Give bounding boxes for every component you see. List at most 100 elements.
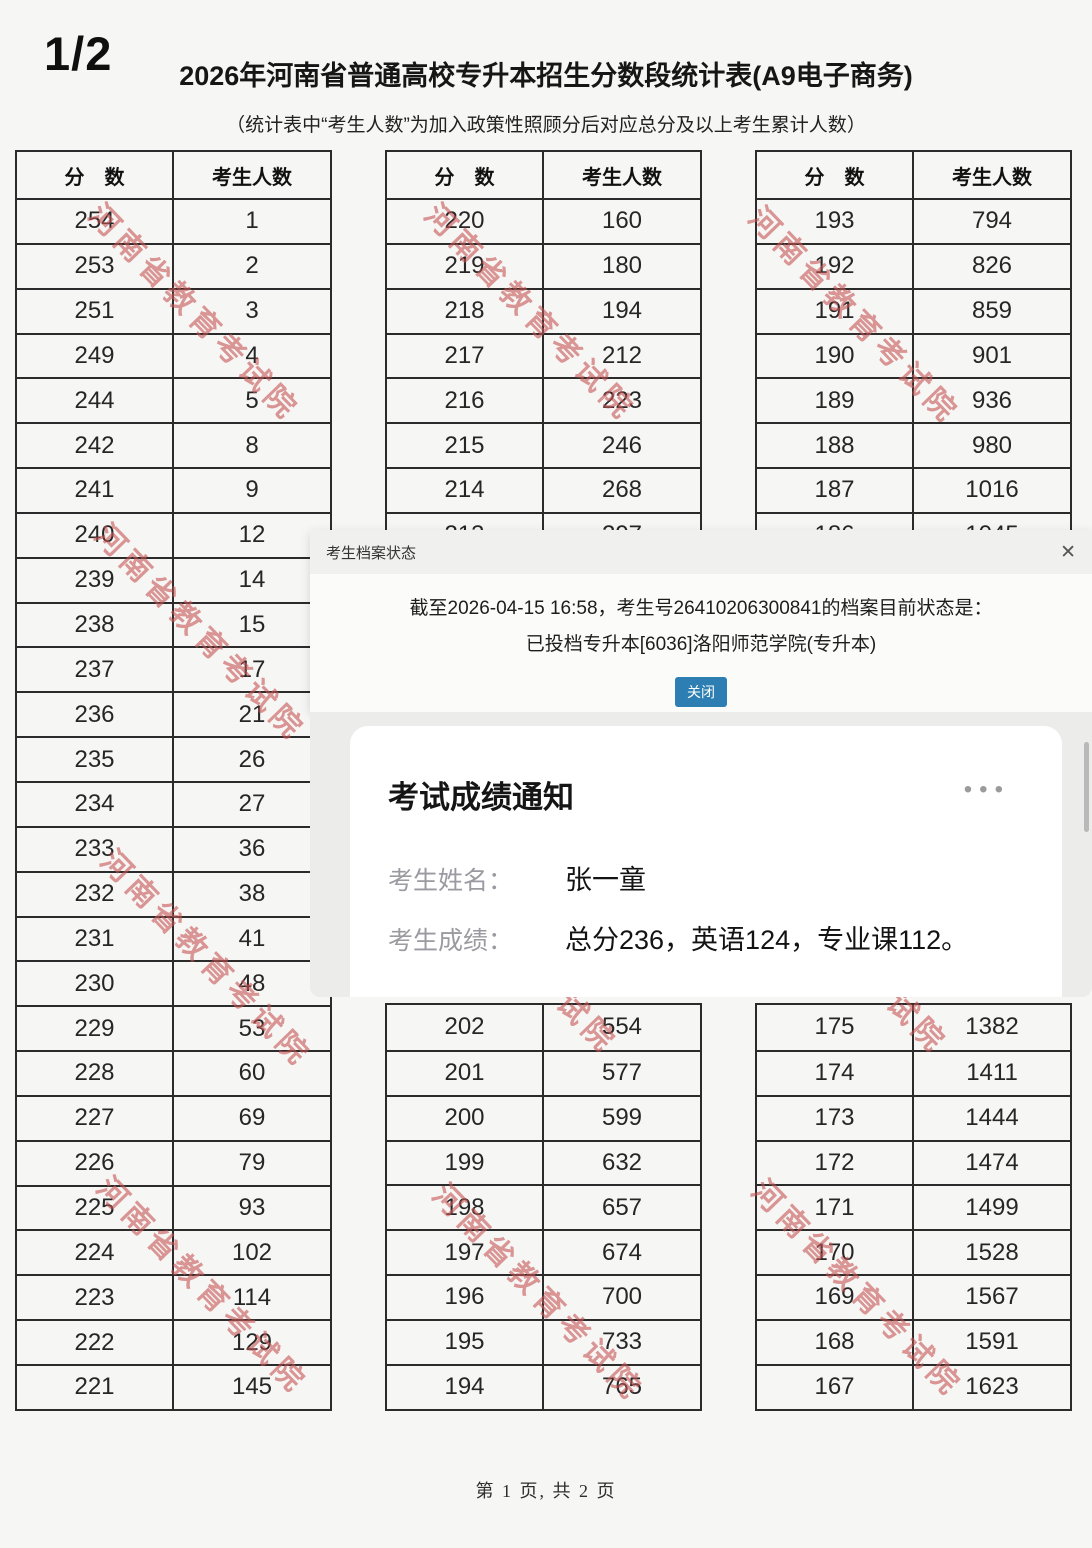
score-cell: 241 [17,469,174,512]
count-cell: 60 [238,1059,266,1087]
count-cell: 1474 [965,1148,1019,1176]
score-cell: 217 [387,334,544,378]
count-cell: 41 [238,924,266,952]
table-row: 200 599 [387,1094,700,1140]
count-cell: 48 [238,969,266,997]
page-subtitle: （统计表中“考生人数”为加入政策性照顾分后对应总分及以上考生累计人数） [226,115,866,136]
count-cell: 826 [971,252,1013,280]
count-cell: 1016 [965,476,1019,504]
table-row: 218 194 [387,287,700,333]
score-cell: 170 [757,1231,914,1275]
score-table-middle-bottom: 202 554 201 577 200 599 199 632 198 657 197 674 196 7… [385,1003,702,1411]
score-cell: 173 [757,1096,914,1140]
more-options-icon[interactable]: ••• [963,776,1010,803]
score-cell: 193 [757,200,914,243]
table-row: 197 674 [387,1229,700,1275]
count-cell: 145 [231,1373,273,1401]
score-cell: 251 [17,289,174,333]
count-cell: 21 [238,700,266,728]
score-cell: 224 [17,1231,174,1275]
count-cell: 1591 [965,1328,1019,1356]
candidate-score-value: 总分236，英语124，专业课112。 [565,925,969,955]
count-cell: 26 [238,745,266,773]
score-cell: 253 [17,244,174,288]
score-cell: 175 [757,1005,914,1050]
score-cell: 238 [17,603,174,647]
table-row: 220 160 [387,198,700,243]
score-cell: 214 [387,469,544,512]
score-cell: 197 [387,1231,544,1275]
count-cell: 129 [231,1328,273,1356]
score-cell: 171 [757,1186,914,1230]
score-cell: 216 [387,379,544,423]
count-cell: 3 [245,297,259,325]
archive-status-line2: 已投档专升本[6036]洛阳师范学院(专升本) [525,634,877,655]
count-cell: 1623 [965,1373,1019,1401]
score-cell: 195 [387,1320,544,1364]
count-cell: 93 [238,1193,266,1221]
table-row: 170 1528 [757,1229,1070,1275]
table-row: 169 1567 [757,1274,1070,1319]
table-row: 240 12 [17,511,330,557]
close-button[interactable]: 关闭 [675,677,727,707]
table-header-row: 分 数 考生人数 [387,152,700,198]
table-row: 214 268 [387,467,700,512]
table-row: 239 14 [17,556,330,602]
table-row: 251 3 [17,287,330,333]
page-indicator: 1/2 [44,27,113,80]
score-cell: 239 [17,558,174,602]
table-row: 222 129 [17,1319,330,1364]
score-cell: 233 [17,827,174,871]
table-row: 174 1411 [757,1049,1070,1095]
archive-status-dialog: 考生档案状态 ✕ 截至2026-04-15 16:58，考生号264102063… [310,530,1092,712]
score-cell: 221 [17,1365,174,1409]
score-cell: 240 [17,513,174,557]
scrollbar-thumb[interactable] [1084,742,1089,832]
score-cell: 194 [387,1365,544,1409]
table-row: 191 859 [757,287,1070,333]
score-cell: 167 [757,1365,914,1409]
score-cell: 189 [757,379,914,423]
table-row: 192 826 [757,242,1070,288]
count-cell: 733 [601,1328,643,1356]
score-cell: 225 [17,1186,174,1230]
table-row: 201 577 [387,1049,700,1095]
count-cell: 765 [601,1373,643,1401]
table-row: 242 8 [17,422,330,468]
count-cell: 859 [971,297,1013,325]
score-cell: 234 [17,782,174,826]
table-row: 198 657 [387,1184,700,1230]
table-row: 216 223 [387,377,700,423]
score-cell: 198 [387,1186,544,1230]
archive-status-line1: 截至2026-04-15 16:58，考生号26410206300841的档案目… [409,598,993,619]
table-row: 229 53 [17,1005,330,1051]
close-icon[interactable]: ✕ [1060,541,1076,563]
count-cell: 901 [971,341,1013,369]
count-cell: 223 [601,386,643,414]
table-row: 167 1623 [757,1363,1070,1409]
count-cell: 69 [238,1104,266,1132]
count-cell: 2 [245,252,259,280]
table-row: 224 102 [17,1229,330,1275]
score-cell: 249 [17,334,174,378]
score-column-header: 分 数 [387,152,544,198]
score-cell: 223 [17,1276,174,1320]
score-cell: 191 [757,289,914,333]
table-row: 219 180 [387,242,700,288]
score-cell: 232 [17,872,174,916]
count-cell: 246 [601,431,643,459]
score-cell: 229 [17,1007,174,1051]
table-row: 175 1382 [757,1005,1070,1050]
score-notice-card: 考试成绩通知 ••• 考生姓名： 张一童 考生成绩： 总分236，英语124，专业课… [350,726,1062,997]
count-cell: 980 [971,431,1013,459]
count-cell: 936 [971,386,1013,414]
count-cell: 38 [238,880,266,908]
score-cell: 218 [387,289,544,333]
candidate-name-value: 张一童 [565,865,646,895]
score-cell: 168 [757,1320,914,1364]
candidate-score-row: 考生成绩： 总分236，英语124，专业课112。 [388,918,968,957]
table-row: 244 5 [17,377,330,423]
table-row: 202 554 [387,1005,700,1050]
score-cell: 235 [17,738,174,781]
